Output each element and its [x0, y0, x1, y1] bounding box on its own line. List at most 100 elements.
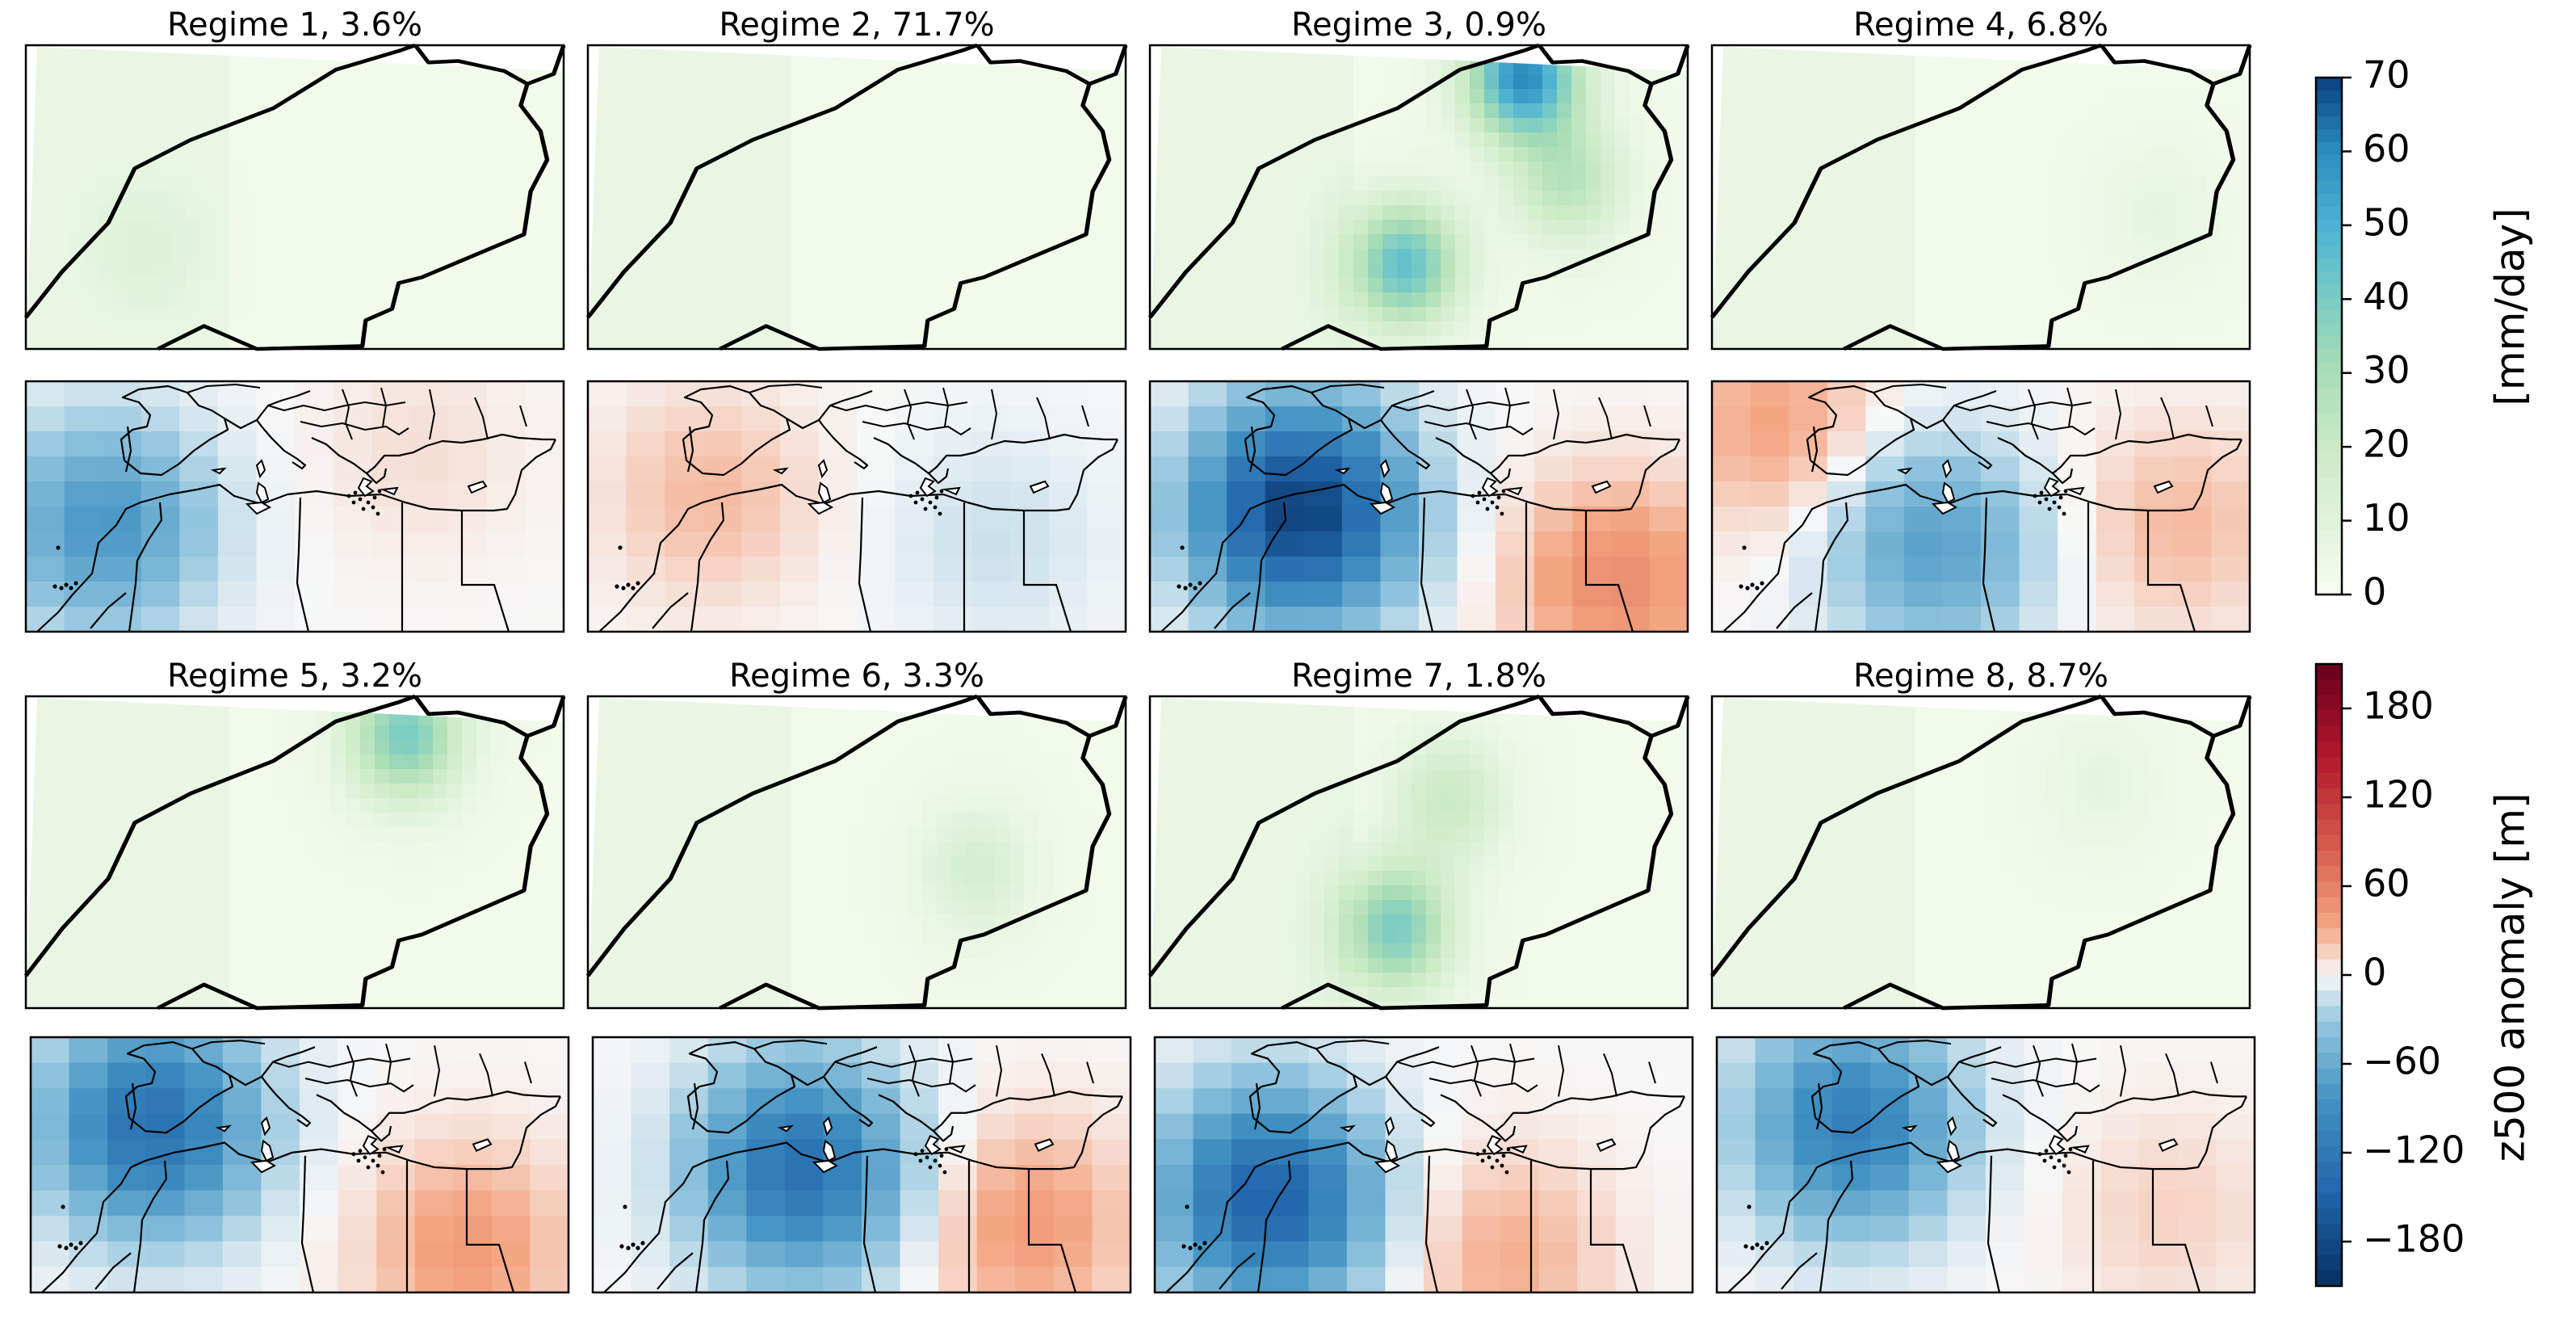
precip-cell — [317, 769, 332, 784]
precip-cell — [1082, 234, 1097, 250]
precip-cell — [1712, 147, 1727, 162]
precip-cell — [762, 205, 778, 221]
precip-cell — [1828, 162, 1844, 177]
precip-cell — [1945, 307, 1960, 322]
z500-cell — [2096, 532, 2136, 557]
precip-cell — [1901, 336, 1916, 349]
precip-cell — [404, 234, 419, 250]
precip-cell — [588, 798, 603, 813]
precip-cell — [1542, 132, 1558, 148]
precip-cell — [1426, 176, 1441, 191]
precip-cell — [215, 103, 230, 119]
precip-cell — [1009, 769, 1025, 784]
precip-cell — [1412, 103, 1427, 119]
precip-cell — [748, 292, 763, 308]
precip-cell — [389, 842, 405, 857]
precip-cell — [937, 754, 952, 770]
z500-cell — [857, 506, 896, 532]
precip-cell — [646, 798, 661, 813]
z500-cell — [665, 406, 704, 432]
precip-cell — [1945, 118, 1960, 133]
precip-cell — [113, 798, 128, 813]
precip-cell — [1644, 249, 1659, 264]
precip-cell — [317, 871, 332, 886]
precip-cell — [1266, 249, 1282, 264]
precip-cell — [1857, 263, 1873, 279]
precip-cell — [84, 987, 99, 1002]
precip-cell — [1164, 234, 1180, 250]
precip-cell — [1223, 103, 1238, 119]
precip-cell — [491, 740, 506, 755]
precip-cell — [447, 292, 463, 308]
z500-cell — [1903, 557, 1944, 582]
precip-cell — [820, 725, 836, 741]
precip-cell — [418, 958, 434, 973]
precip-cell — [908, 118, 923, 133]
precip-cell — [1038, 162, 1054, 177]
precip-cell — [1382, 176, 1398, 191]
z500-cell — [1048, 557, 1089, 582]
precip-cell — [447, 842, 463, 857]
precip-cell — [1557, 74, 1572, 90]
precip-cell — [1038, 278, 1054, 293]
precip-cell — [1857, 103, 1873, 119]
precip-cell — [1208, 147, 1223, 162]
precip-cell — [1068, 47, 1083, 61]
precip-cell — [1557, 191, 1572, 206]
precip-cell — [864, 60, 879, 75]
precip-cell — [244, 234, 259, 250]
precip-cell — [922, 754, 938, 770]
precip-cell — [2003, 147, 2018, 162]
precip-cell — [186, 118, 201, 133]
precip-cell — [506, 220, 521, 235]
precip-cell — [588, 784, 603, 799]
precip-cell — [142, 47, 157, 61]
precip-cell — [850, 162, 865, 177]
z500-cell — [1827, 431, 1867, 457]
precip-cell — [2235, 336, 2250, 349]
precip-cell — [1571, 162, 1587, 177]
precip-cell — [1799, 60, 1815, 75]
precip-cell — [433, 162, 448, 177]
z500-cell — [1457, 582, 1497, 607]
precip-cell — [476, 740, 492, 755]
z500-cell — [184, 1241, 224, 1268]
precip-cell — [1828, 307, 1844, 322]
precip-cell — [835, 118, 850, 133]
precip-cell — [186, 176, 201, 191]
precip-cell — [113, 278, 128, 293]
precip-cell — [631, 89, 647, 104]
precip-cell — [1726, 103, 1742, 119]
z500-cell — [486, 582, 527, 607]
z500-cell — [141, 381, 181, 407]
precip-cell — [142, 132, 157, 148]
precip-cell — [128, 47, 143, 61]
precip-cell — [1615, 118, 1630, 133]
precip-cell — [1009, 784, 1025, 799]
precip-cell — [113, 147, 128, 162]
precip-cell — [1644, 307, 1659, 322]
precip-cell — [1009, 132, 1025, 148]
precip-cell — [404, 103, 419, 119]
precip-cell — [1959, 263, 1974, 279]
precip-cell — [40, 698, 56, 712]
precip-cell — [1542, 191, 1558, 206]
precip-cell — [375, 336, 390, 349]
precip-cell — [186, 769, 201, 784]
precip-cell — [995, 698, 1010, 712]
z500-cell — [486, 607, 527, 632]
precip-cell — [171, 769, 187, 784]
precip-cell — [1930, 307, 1945, 322]
precip-cell — [1194, 103, 1209, 119]
precip-cell — [1111, 89, 1126, 104]
precip-cell — [850, 278, 865, 293]
precip-cell — [2235, 321, 2250, 337]
precip-cell — [661, 118, 676, 133]
precip-cell — [602, 307, 618, 322]
precip-cell — [1988, 74, 2003, 90]
precip-cell — [980, 234, 996, 250]
precip-cell — [99, 321, 114, 337]
precip-cell — [229, 754, 245, 770]
precip-frame — [586, 44, 1127, 351]
precip-cell — [157, 292, 172, 308]
